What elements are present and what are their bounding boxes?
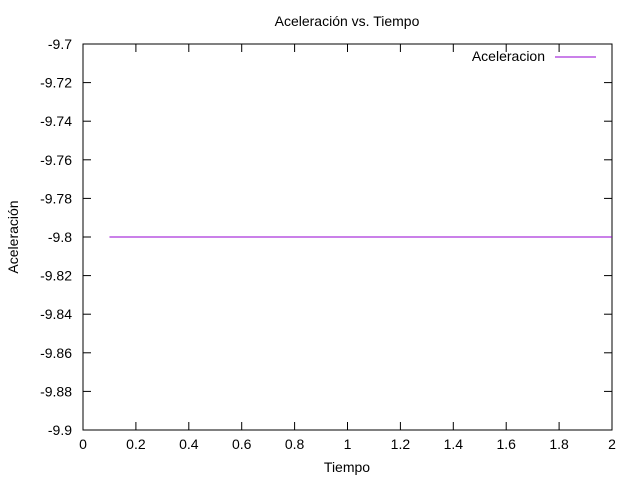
x-tick-label: 1.8: [549, 436, 569, 452]
y-tick-label: -9.86: [40, 345, 72, 361]
y-tick-label: -9.8: [48, 229, 72, 245]
x-tick-label: 0: [79, 436, 87, 452]
y-tick-label: -9.82: [40, 268, 72, 284]
y-tick-label: -9.7: [48, 36, 72, 52]
y-tick-label: -9.72: [40, 75, 72, 91]
y-tick-label: -9.76: [40, 152, 72, 168]
x-axis-title: Tiempo: [324, 459, 370, 475]
y-tick-label: -9.84: [40, 306, 72, 322]
x-tick-label: 2: [608, 436, 616, 452]
y-tick-label: -9.88: [40, 383, 72, 399]
x-tick-label: 0.2: [126, 436, 146, 452]
y-tick-label: -9.74: [40, 113, 72, 129]
x-tick-label: 1.4: [444, 436, 464, 452]
x-axis-ticks: 0 0.2 0.4 0.6 0.8 1 1.2 1.4 1.6 1.8 2: [79, 44, 616, 452]
x-tick-label: 0.8: [285, 436, 305, 452]
y-tick-label: -9.9: [48, 422, 72, 438]
y-axis-ticks: -9.7 -9.72 -9.74 -9.76 -9.78 -9.8 -9.82 -9.84 -9…: [40, 36, 612, 438]
chart-title: Aceleración vs. Tiempo: [275, 13, 420, 29]
x-tick-label: 1.2: [391, 436, 411, 452]
legend: Aceleracion: [472, 48, 596, 64]
x-tick-label: 0.6: [232, 436, 252, 452]
x-tick-label: 1: [344, 436, 352, 452]
y-tick-label: -9.78: [40, 190, 72, 206]
x-tick-label: 1.6: [496, 436, 516, 452]
y-axis-title: Aceleración: [5, 200, 21, 273]
legend-label-aceleracion: Aceleracion: [472, 48, 545, 64]
x-tick-label: 0.4: [179, 436, 199, 452]
